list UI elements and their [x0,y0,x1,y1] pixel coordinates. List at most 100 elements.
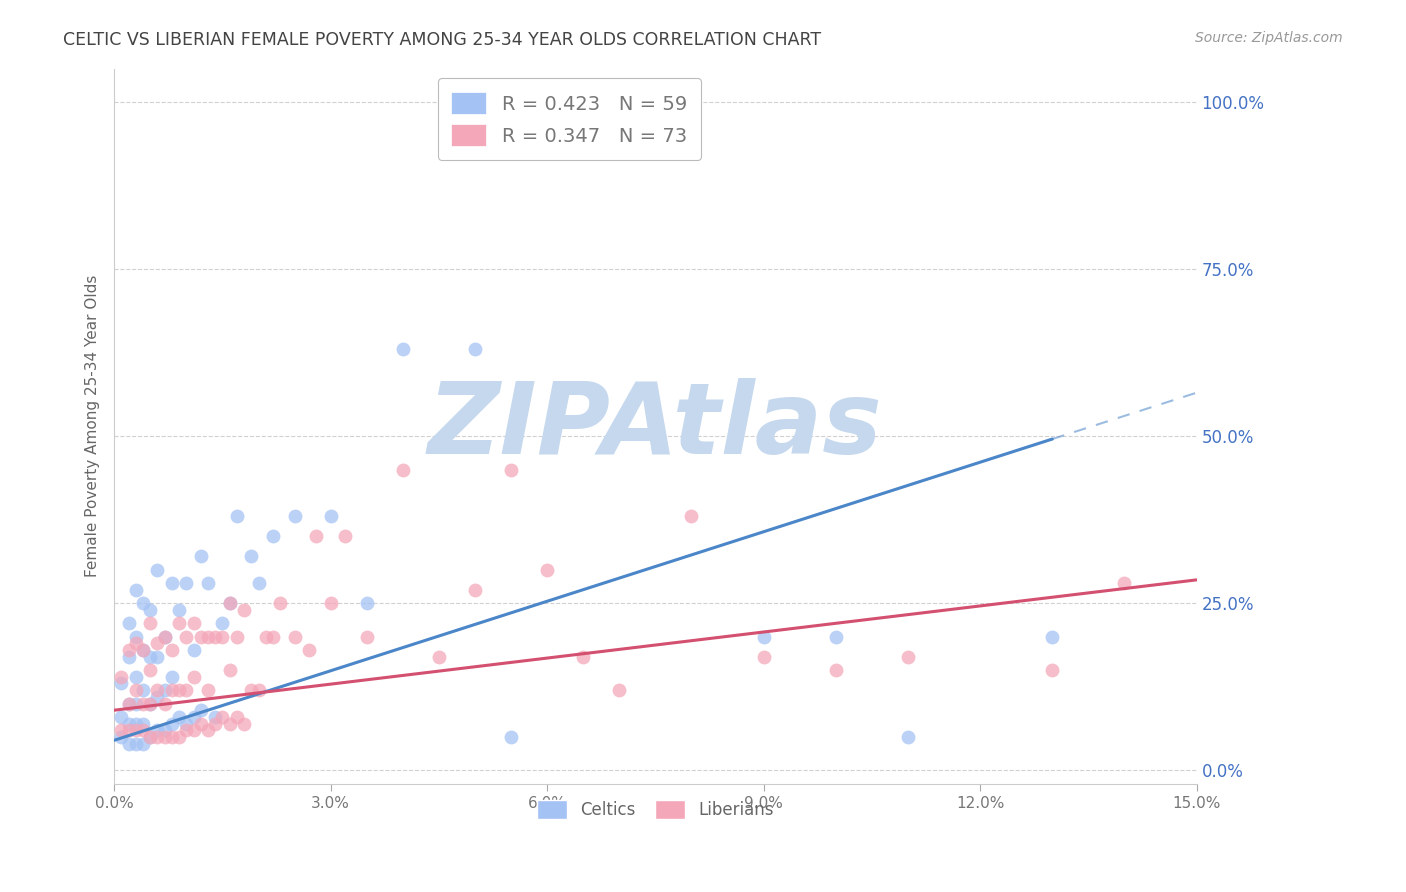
Point [262,630,284,644]
Point [146,649,169,664]
Point [146,690,169,704]
Point [204,710,226,724]
Point [132,643,155,657]
Point [110,676,132,690]
Point [125,716,148,731]
Point [190,716,212,731]
Point [125,737,148,751]
Point [183,710,205,724]
Point [211,710,233,724]
Text: CELTIC VS LIBERIAN FEMALE POVERTY AMONG 25-34 YEAR OLDS CORRELATION CHART: CELTIC VS LIBERIAN FEMALE POVERTY AMONG … [63,31,821,49]
Point [167,603,190,617]
Point [752,630,775,644]
Point [125,636,148,650]
Point [319,509,342,524]
Point [125,582,148,597]
Point [305,529,328,543]
Point [204,630,226,644]
Point [176,630,198,644]
Point [218,663,240,677]
Point [824,663,846,677]
Point [132,683,155,698]
Point [132,737,155,751]
Point [139,697,162,711]
Point [1114,576,1136,591]
Point [356,630,378,644]
Point [125,697,148,711]
Point [225,509,247,524]
Point [117,723,139,738]
Point [117,737,139,751]
Point [139,697,162,711]
Point [132,716,155,731]
Point [427,649,450,664]
Point [125,670,148,684]
Point [190,549,212,564]
Point [572,649,595,664]
Point [146,723,169,738]
Point [897,730,920,744]
Point [125,630,148,644]
Point [110,710,132,724]
Point [176,716,198,731]
Point [167,730,190,744]
Point [824,630,846,644]
Point [176,683,198,698]
Point [298,643,321,657]
Point [146,730,169,744]
Point [117,649,139,664]
Point [607,683,630,698]
Point [160,683,183,698]
Point [681,509,703,524]
Point [167,683,190,698]
Point [197,723,219,738]
Legend: Celtics, Liberians: Celtics, Liberians [530,793,780,825]
Point [752,649,775,664]
Point [190,703,212,717]
Point [218,596,240,610]
Point [247,683,270,698]
Point [117,616,139,631]
Point [117,716,139,731]
Point [117,643,139,657]
Point [110,730,132,744]
Point [125,723,148,738]
Point [160,643,183,657]
Point [190,630,212,644]
Point [183,723,205,738]
Point [139,730,162,744]
Point [139,603,162,617]
Point [1040,663,1063,677]
Point [225,710,247,724]
Point [211,630,233,644]
Point [254,630,277,644]
Point [536,563,558,577]
Point [139,730,162,744]
Point [247,576,270,591]
Point [160,576,183,591]
Point [167,710,190,724]
Point [218,596,240,610]
Point [146,563,169,577]
Point [333,529,356,543]
Point [110,670,132,684]
Point [139,649,162,664]
Point [117,697,139,711]
Point [153,630,176,644]
Point [183,670,205,684]
Point [197,683,219,698]
Point [319,596,342,610]
Point [464,343,486,357]
Point [392,462,415,476]
Point [139,663,162,677]
Point [132,697,155,711]
Point [225,630,247,644]
Point [1040,630,1063,644]
Point [160,730,183,744]
Point [153,630,176,644]
Point [233,603,256,617]
Point [211,616,233,631]
Point [197,576,219,591]
Point [160,716,183,731]
Point [132,596,155,610]
